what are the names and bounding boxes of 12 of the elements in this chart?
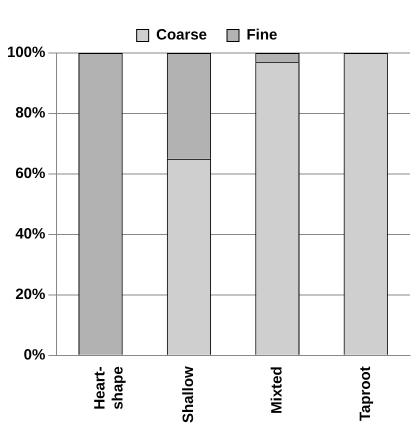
x-tick-label: Taproot bbox=[356, 366, 374, 422]
x-tick-label: Shallow bbox=[180, 366, 198, 424]
x-tick-label: Heart-shape bbox=[92, 366, 127, 410]
y-tick-label: 40% bbox=[15, 226, 46, 243]
y-tick-label: 80% bbox=[15, 104, 46, 122]
legend-label: Coarse bbox=[156, 26, 208, 44]
y-tick-label: 20% bbox=[15, 286, 46, 303]
x-tick-label: Mixted bbox=[268, 366, 286, 414]
legend-label: Fine bbox=[246, 26, 278, 44]
y-tick-label: 0% bbox=[24, 346, 46, 364]
y-tick-label: 100% bbox=[6, 44, 46, 62]
y-tick-label: 60% bbox=[15, 165, 46, 182]
